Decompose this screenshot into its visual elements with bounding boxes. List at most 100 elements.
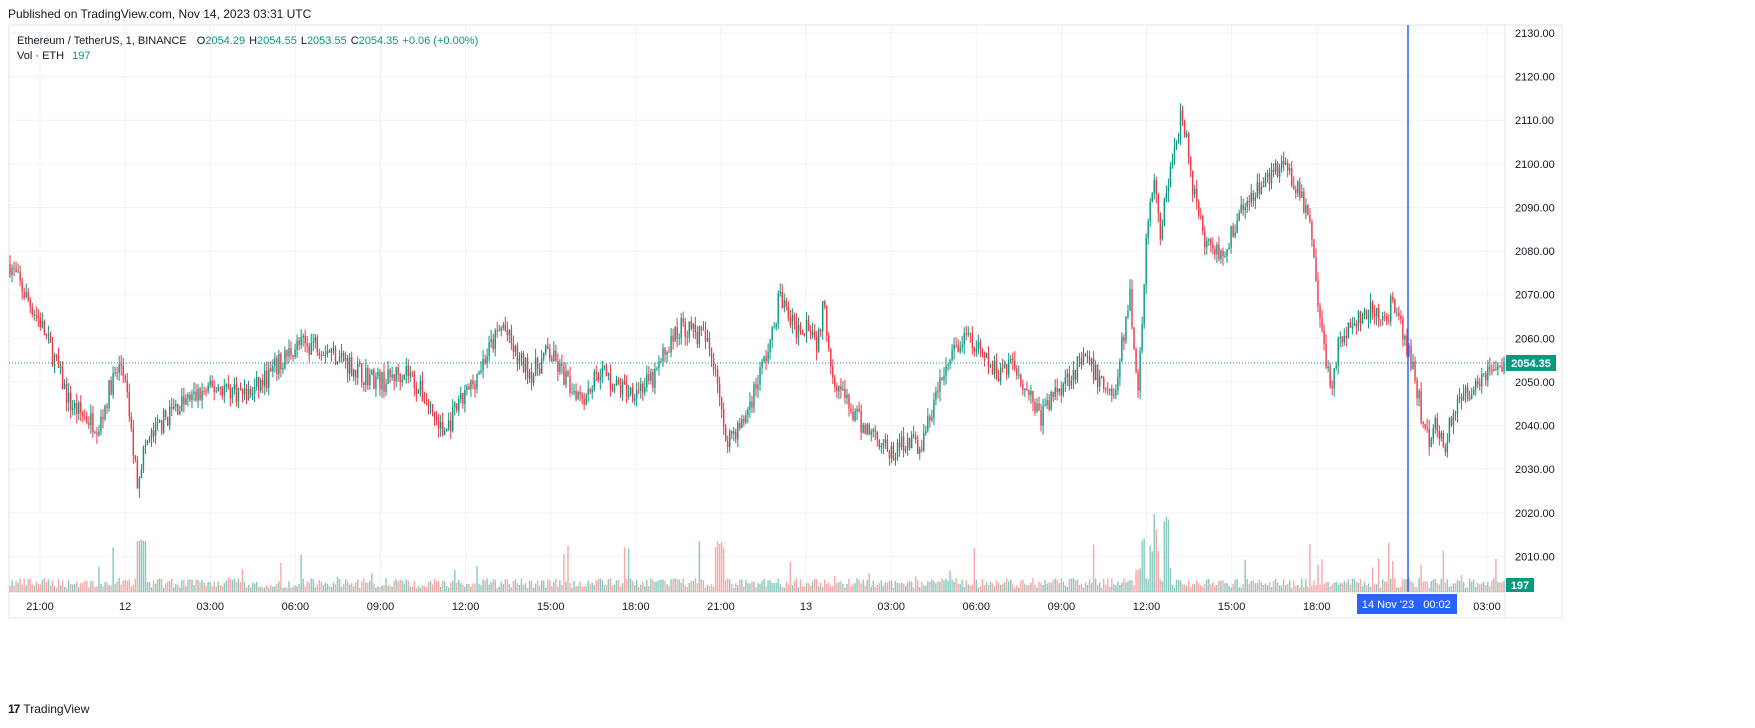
volume-bar <box>1321 559 1323 592</box>
volume-bar <box>1381 579 1384 592</box>
candle-body <box>795 321 798 338</box>
candle-body <box>207 385 209 392</box>
volume-bar <box>175 584 177 592</box>
volume-bar <box>565 581 567 592</box>
volume-bar <box>1113 584 1115 592</box>
volume-bar <box>225 580 228 592</box>
candle-body <box>888 451 891 459</box>
volume-bar <box>1022 579 1024 592</box>
volume-bar <box>108 584 110 592</box>
candle-body <box>1501 366 1503 372</box>
candle-body <box>682 318 684 323</box>
volume-bar <box>247 584 250 592</box>
candle-body <box>1432 428 1434 439</box>
volume-bar <box>112 547 114 592</box>
volume-bar <box>148 581 151 592</box>
candle-body <box>815 336 818 352</box>
volume-bar <box>82 582 84 592</box>
volume-bar <box>57 578 60 592</box>
volume-bar <box>939 581 941 592</box>
volume-label[interactable]: Vol · ETH <box>17 50 65 62</box>
candle-body <box>999 367 1002 382</box>
close-label: C2054.35 <box>350 35 399 47</box>
volume-bar <box>90 581 92 592</box>
candle-body <box>1098 376 1101 387</box>
candle-body <box>1103 377 1105 389</box>
x-tick-label: 06:00 <box>282 601 310 613</box>
candle-body <box>914 436 917 440</box>
candle-body <box>579 392 581 395</box>
volume-bar <box>1301 578 1303 592</box>
candle-body <box>902 436 905 452</box>
volume-bar <box>1438 584 1441 592</box>
candle-body <box>518 358 521 364</box>
symbol-label[interactable]: Ethereum / TetherUS, 1, BINANCE <box>17 35 187 47</box>
candle-body <box>1200 215 1202 217</box>
candle-body <box>1090 358 1093 365</box>
volume-bar <box>528 580 531 592</box>
volume-bar <box>1434 578 1436 592</box>
candle-body <box>247 388 250 400</box>
tradingview-brand[interactable]: 17 TradingView <box>8 702 89 716</box>
volume-bar <box>1121 582 1123 592</box>
volume-bar <box>69 584 72 592</box>
candle-body <box>872 429 874 432</box>
candle-body <box>516 345 519 364</box>
volume-bar <box>838 582 840 592</box>
candle-body <box>96 432 98 435</box>
candle-body <box>112 373 114 395</box>
candle-body <box>506 330 509 336</box>
candle-body <box>925 431 927 434</box>
volume-bar <box>1388 542 1390 592</box>
candle-body <box>1163 198 1166 226</box>
candle-body <box>1280 160 1283 168</box>
volume-bar <box>310 578 312 592</box>
candle-body <box>627 394 630 397</box>
candle-body <box>957 345 959 352</box>
volume-bar <box>357 579 359 592</box>
volume-bar <box>306 581 308 592</box>
volume-bar <box>1179 580 1182 592</box>
volume-bar <box>1472 579 1475 592</box>
candle-body <box>587 389 589 395</box>
volume-bar <box>735 583 737 592</box>
volume-bar <box>233 578 236 592</box>
volume-bar <box>391 586 393 592</box>
candle-body <box>1244 207 1246 210</box>
candle-body <box>1078 356 1081 359</box>
y-tick-label: 2040.00 <box>1515 421 1555 433</box>
candle-body <box>1444 446 1447 453</box>
candle-body <box>49 334 52 343</box>
volume-bar <box>1420 564 1422 592</box>
volume-bar <box>1392 561 1394 592</box>
candle-body <box>322 355 325 356</box>
candle-body <box>486 355 488 363</box>
candle-body <box>836 386 838 392</box>
candle-body <box>700 326 703 330</box>
volume-bar <box>292 586 294 592</box>
candle-body <box>874 429 876 432</box>
volume-bar <box>547 579 549 592</box>
candle-body <box>13 267 15 269</box>
candle-body <box>965 332 967 335</box>
candle-body <box>1084 353 1087 357</box>
candle-body <box>547 345 549 349</box>
volume-bar <box>644 586 646 592</box>
volume-bar <box>466 583 468 592</box>
volume-bar <box>1274 578 1277 592</box>
volume-bar <box>1503 580 1505 592</box>
volume-bar <box>259 586 262 592</box>
candle-body <box>233 383 236 390</box>
volume-bar <box>443 581 446 592</box>
volume-bar <box>824 579 826 592</box>
volume-bar <box>264 587 266 592</box>
volume-bar <box>1244 559 1246 592</box>
candle-body <box>130 416 133 429</box>
candle-body <box>1458 397 1461 399</box>
volume-bar <box>181 580 183 592</box>
candle-body <box>1159 213 1162 240</box>
candle-body <box>1355 323 1358 327</box>
candle-body <box>460 393 462 400</box>
volume-bar <box>144 540 147 592</box>
